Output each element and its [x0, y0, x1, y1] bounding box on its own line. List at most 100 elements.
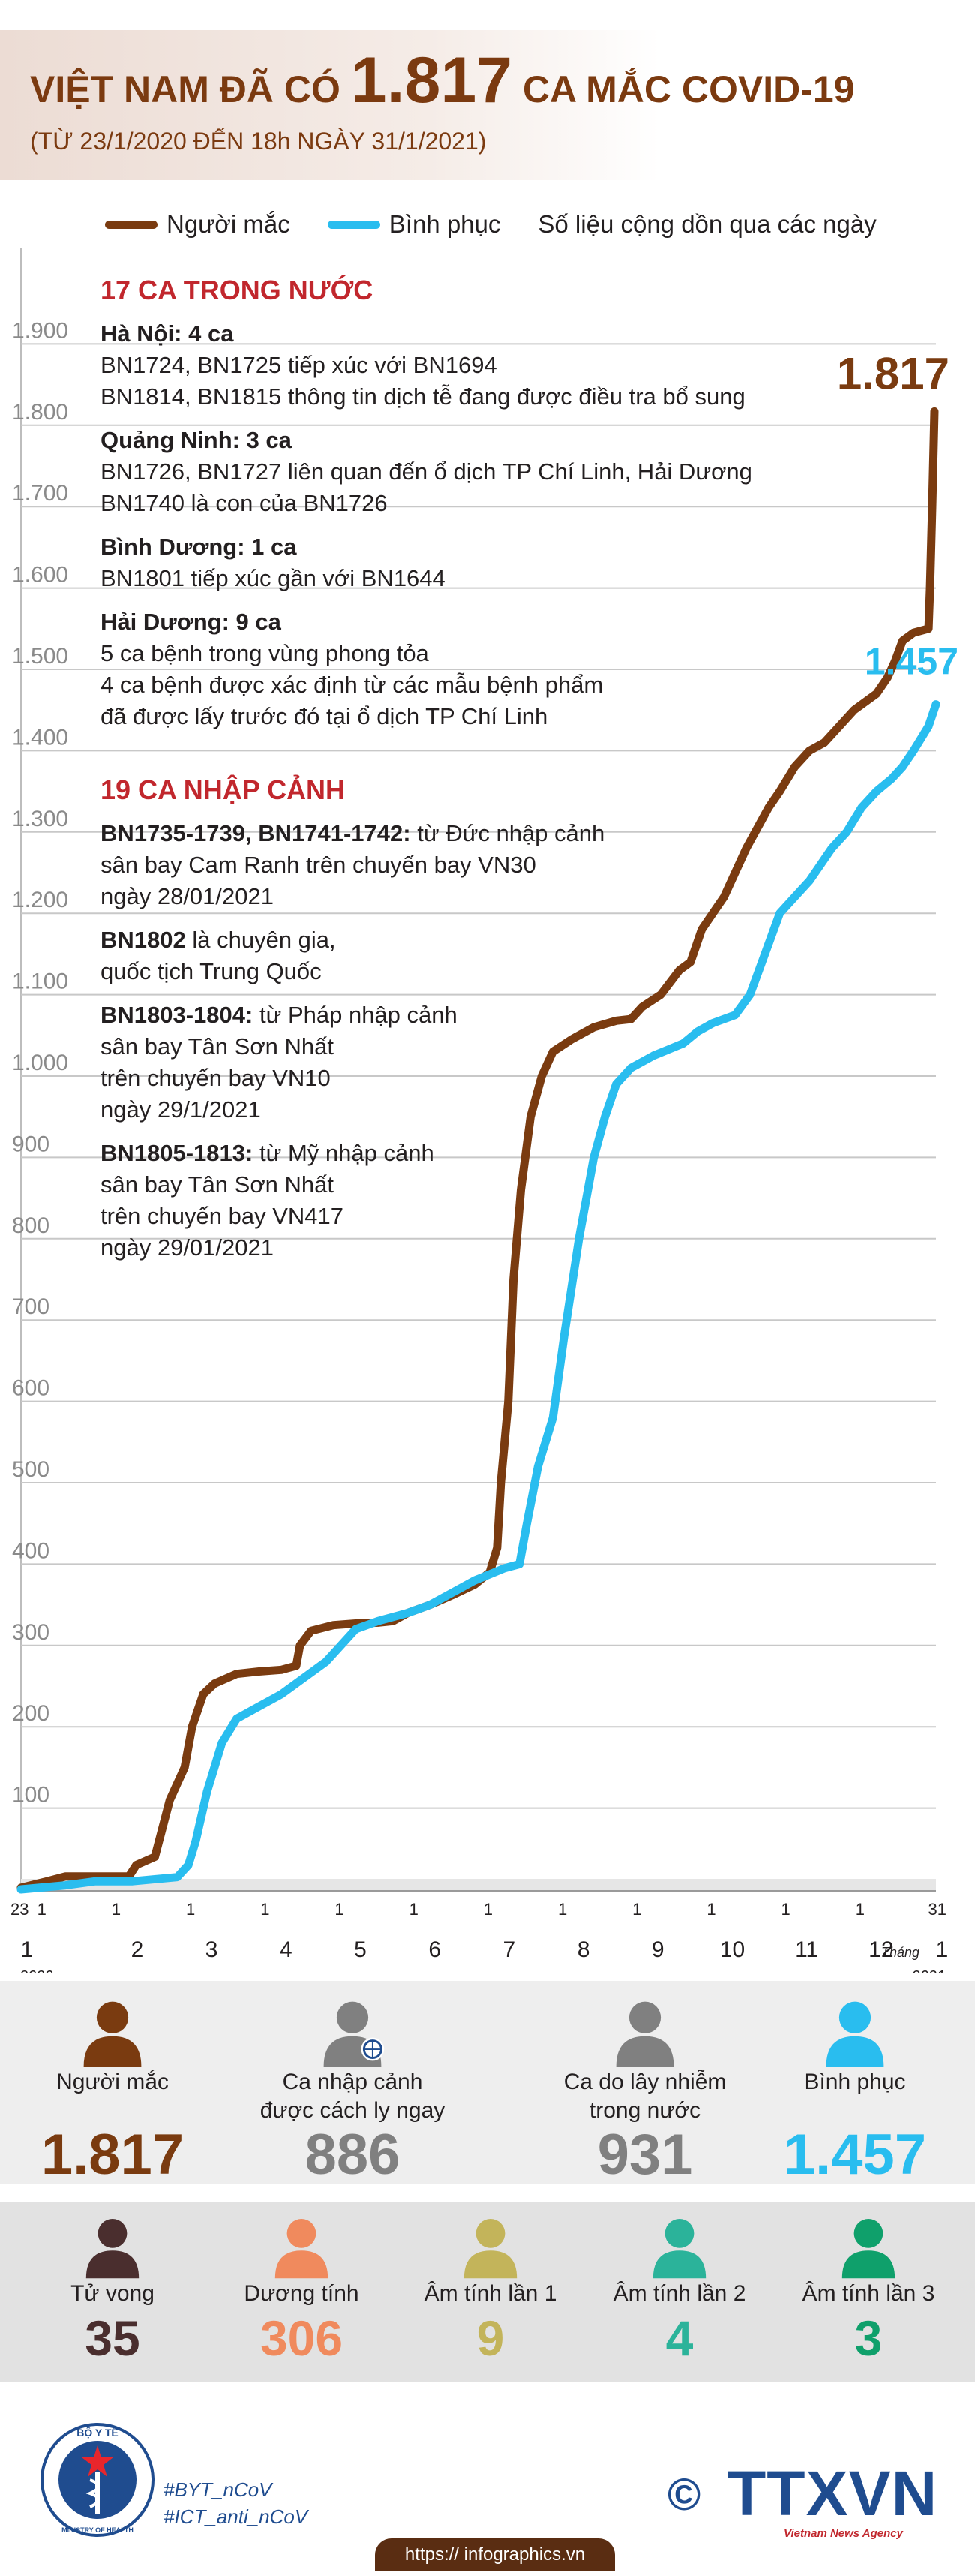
stat-card-secondary: Âm tính lần 1 9: [400, 2214, 580, 2368]
legend-swatch-recovered: [327, 220, 380, 229]
case-note-head: Hải Dương: 9 ca: [100, 609, 281, 635]
person-icon: [842, 2219, 896, 2279]
case-note-head-rest: từ Pháp nhập cảnh: [253, 1002, 458, 1028]
y-tick-label: 1.200: [12, 888, 68, 912]
case-note: BN1805-1813: từ Mỹ nhập cảnh sân bay Tân …: [100, 1138, 850, 1264]
case-note-line: BN1801 tiếp xúc gần với BN1644: [100, 565, 446, 591]
y-tick-label: 200: [12, 1701, 50, 1726]
y-tick-label: 1.000: [12, 1051, 68, 1075]
stat-label: Âm tính lần 3: [802, 2281, 935, 2306]
x-day-label: 1: [856, 1900, 865, 1919]
chart-legend: Người mắc Bình phục Số liệu cộng dồn qua…: [105, 209, 914, 240]
ministry-logo: BỘ Y TẾ MINISTRY OF HEALTH: [40, 2423, 154, 2537]
case-note-line: BN1814, BN1815 thông tin dịch tễ đang đư…: [100, 383, 746, 410]
person-icon: [652, 2219, 706, 2279]
logo-star-icon: [82, 2445, 113, 2477]
case-note: BN1802 là chuyên gia, quốc tịch Trung Quố…: [100, 924, 850, 987]
case-note-head-rest: từ Mỹ nhập cảnh: [253, 1140, 434, 1166]
logo-snake-icon: [86, 2478, 100, 2508]
case-note-heading: BN1803-1804: từ Pháp nhập cảnh: [100, 999, 850, 1031]
title-band: [0, 30, 660, 180]
case-note-heading: Quảng Ninh: 3 ca: [100, 425, 850, 456]
stat-card: Bình phục 1.457: [750, 1996, 960, 2185]
hashtag-byt: #BYT_nCoV: [164, 2478, 272, 2501]
case-note-line: BN1740 là con của BN1726: [100, 490, 388, 516]
legend-label-recovered: Bình phục: [388, 210, 501, 238]
y-tick-label: 1.600: [12, 563, 68, 588]
stat-card-secondary: Tử vong 35: [22, 2214, 202, 2368]
domestic-title: 17 CA TRONG NƯỚC: [100, 275, 374, 305]
case-note-line: sân bay Cam Ranh trên chuyến bay VN30: [100, 852, 536, 878]
x-month-label: 8: [578, 1937, 590, 1962]
x-day-label: 23: [10, 1900, 28, 1919]
stat-label: Tử vong: [70, 2281, 154, 2306]
case-note-line: ngày 28/01/2021: [100, 883, 274, 909]
hashtag-ict: #ICT_anti_nCoV: [164, 2505, 308, 2528]
y-tick-label: 800: [12, 1213, 50, 1238]
x-month-label: 11: [795, 1937, 818, 1962]
x-day-label: 1: [112, 1900, 121, 1919]
stat-label: Bình phục: [804, 2070, 906, 2094]
x-axis-band: [21, 1879, 936, 1891]
person-icon: [616, 2001, 674, 2067]
case-note-line: 5 ca bệnh trong vùng phong tỏa: [100, 640, 429, 666]
person-icon: [826, 2001, 884, 2067]
stat-value: 4: [665, 2310, 694, 2366]
x-month-label: 12: [868, 1937, 893, 1962]
x-day-label: 1: [260, 1900, 269, 1919]
person-icon: [274, 2219, 328, 2279]
stat-card: Người mắc 1.817: [22, 1996, 202, 2185]
footer-hashtags: #BYT_nCoV #ICT_anti_nCoV: [164, 2476, 308, 2530]
x-month-label: 4: [280, 1937, 292, 1962]
case-note-heading: BN1802 là chuyên gia,: [100, 924, 850, 956]
y-tick-label: 100: [12, 1783, 50, 1808]
stats-band-primary: [0, 1981, 975, 2184]
domestic-list: Hà Nội: 4 ca BN1724, BN1725 tiếp xúc với …: [100, 318, 850, 732]
logo-text: BỘ Y TẾ: [76, 2426, 118, 2439]
person-icon: [464, 2219, 518, 2279]
legend-note-text: Số liệu cộng dồn qua các ngày: [538, 210, 877, 238]
y-tick-label: 1.500: [12, 644, 68, 669]
stat-card-secondary: Âm tính lần 2 4: [590, 2214, 770, 2368]
x-day-label: 1: [706, 1900, 716, 1919]
case-note: Bình Dương: 1 ca BN1801 tiếp xúc gần với …: [100, 531, 850, 594]
y-tick-label: 1.700: [12, 481, 68, 506]
title-prefix: VIỆT NAM ĐÃ CÓ: [30, 68, 351, 110]
case-note: BN1735-1739, BN1741-1742: từ Đức nhập cả…: [100, 818, 850, 912]
x-month-label: 2: [131, 1937, 144, 1962]
source-url[interactable]: https:// infographics.vn: [375, 2538, 615, 2571]
legend-item-recovered: Bình phục: [327, 210, 501, 239]
case-note-line: ngày 29/01/2021: [100, 1234, 274, 1261]
title-number: 1.817: [350, 44, 513, 116]
stat-label: Ca nhập cảnh được cách ly ngay: [260, 2070, 446, 2123]
y-tick-label: 500: [12, 1457, 50, 1482]
case-note-line: đã được lấy trước đó tại ổ dịch TP Chí L…: [100, 703, 548, 729]
y-tick-label: 900: [12, 1132, 50, 1156]
x-month-label: 1: [936, 1937, 949, 1962]
x-year-end: 2021: [911, 1968, 946, 1973]
case-note-head: Hà Nội: 4 ca: [100, 320, 234, 347]
stat-card-secondary: Âm tính lần 3 3: [778, 2214, 958, 2368]
stat-value: 1.817: [40, 2123, 184, 2187]
stat-label: Dương tính: [244, 2281, 359, 2306]
case-note-line: sân bay Tân Sơn Nhất: [100, 1033, 334, 1060]
case-note: BN1803-1804: từ Pháp nhập cảnh sân bay Tâ…: [100, 999, 850, 1126]
person-icon: [86, 2219, 140, 2279]
y-tick-label: 600: [12, 1376, 50, 1401]
case-note-line: BN1724, BN1725 tiếp xúc với BN1694: [100, 352, 497, 378]
x-day-label: 31: [928, 1900, 946, 1919]
brand-subtitle: Vietnam News Agency: [784, 2527, 903, 2540]
case-note: Hải Dương: 9 ca 5 ca bệnh trong vùng phon…: [100, 606, 850, 732]
x-day-label: 1: [410, 1900, 418, 1919]
x-month-word: Tháng: [881, 1945, 920, 1960]
y-tick-label: 1.100: [12, 969, 68, 994]
stat-label: Âm tính lần 1: [424, 2281, 557, 2306]
stat-card: Ca do lây nhiễm trong nước 931: [532, 1996, 758, 2185]
y-tick-label: 1.900: [12, 318, 68, 343]
case-note-heading: BN1805-1813: từ Mỹ nhập cảnh: [100, 1138, 850, 1169]
x-year-start: 2020: [19, 1968, 53, 1973]
case-note-line: trên chuyến bay VN10: [100, 1065, 331, 1091]
stat-card: Ca nhập cảnh được cách ly ngay 886: [240, 1996, 465, 2185]
case-note-heading: Hải Dương: 9 ca: [100, 606, 850, 638]
stat-value: 306: [260, 2310, 344, 2366]
